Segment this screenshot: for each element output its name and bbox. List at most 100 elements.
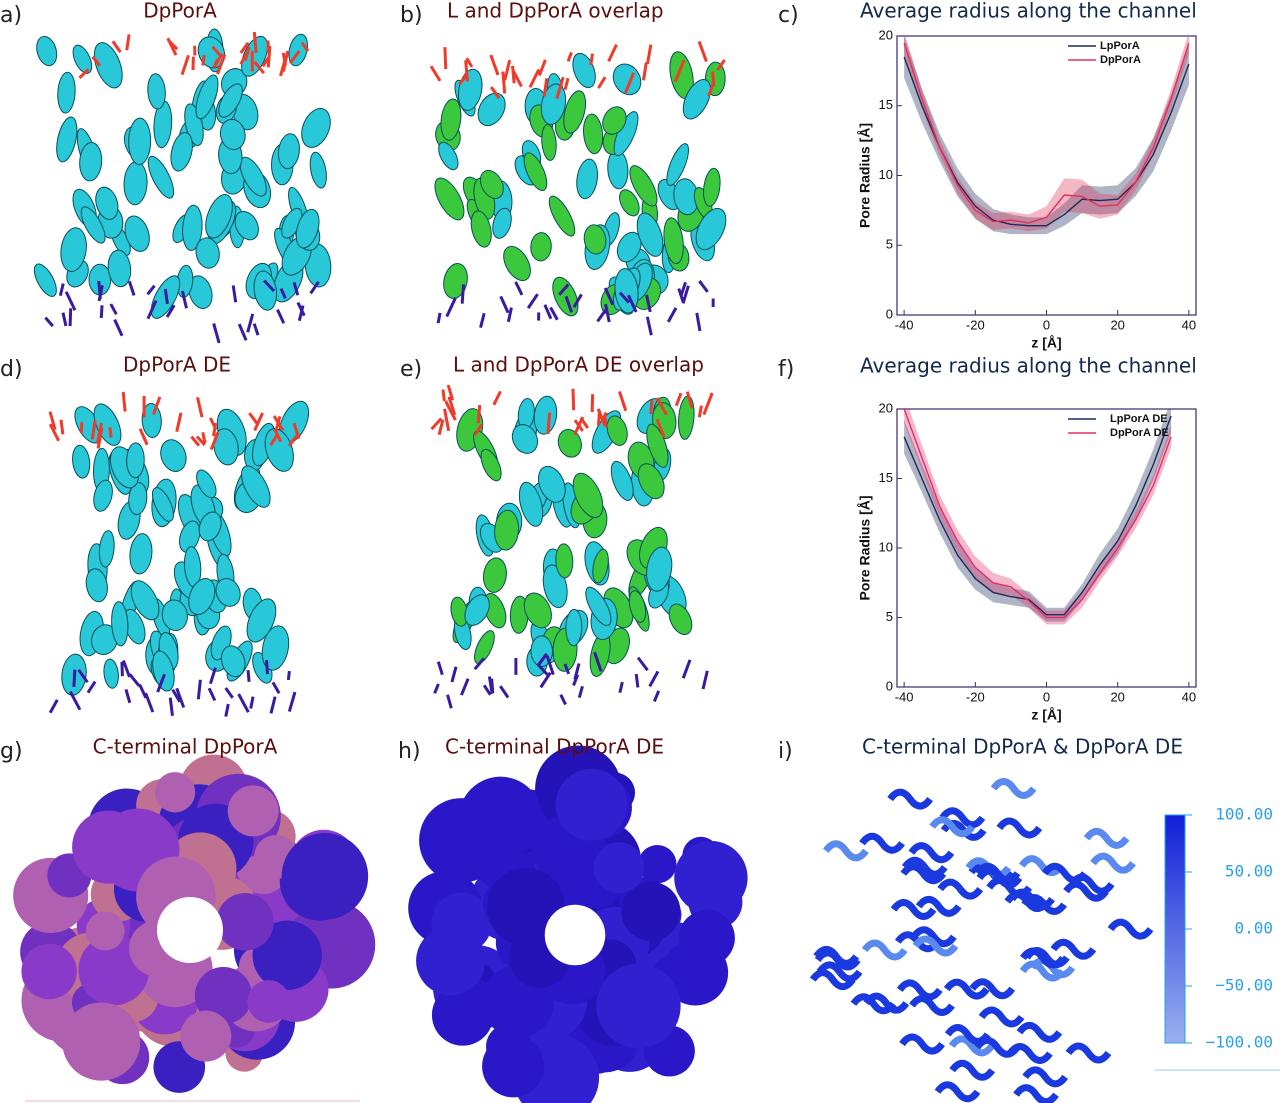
colorbar-tick-label: 100.00 <box>1215 805 1273 824</box>
side-chain <box>237 693 250 713</box>
side-chain <box>499 685 510 699</box>
side-chain <box>482 684 492 696</box>
helix <box>678 395 695 440</box>
ribbon <box>939 807 986 829</box>
helix <box>239 156 267 197</box>
panel-label: i) <box>778 739 793 764</box>
helix <box>60 227 87 272</box>
side-chain <box>125 34 131 51</box>
ribbon <box>912 935 959 957</box>
side-chain <box>564 295 573 313</box>
helix <box>530 232 552 262</box>
helix <box>213 428 239 466</box>
helix <box>220 645 246 678</box>
side-chain <box>300 41 310 52</box>
side-chain <box>648 670 660 688</box>
ribbon <box>1065 1042 1112 1064</box>
helix <box>98 530 115 568</box>
side-chain <box>603 287 615 306</box>
side-chain <box>593 651 603 672</box>
side-chain <box>479 312 486 328</box>
side-chain <box>99 305 104 319</box>
side-chain <box>276 309 286 324</box>
colorbar-tick-label: −50.00 <box>1215 976 1273 995</box>
side-chain <box>266 45 272 68</box>
helix <box>464 594 490 626</box>
side-chain <box>44 316 54 328</box>
surface <box>546 831 617 902</box>
side-chain <box>286 670 291 681</box>
helix <box>301 107 331 148</box>
side-chain <box>573 419 584 432</box>
side-chain <box>446 384 455 401</box>
colorbar-tick-label: 0.00 <box>1234 919 1273 938</box>
side-chain <box>124 688 132 704</box>
panel-label: a) <box>0 3 22 28</box>
helix <box>637 463 665 500</box>
side-chain <box>72 669 77 687</box>
x-tick-label: 0 <box>1043 317 1050 332</box>
side-chain <box>113 319 124 337</box>
ribbon <box>915 895 962 917</box>
side-chain <box>681 659 692 679</box>
side-chain <box>433 683 440 694</box>
helix <box>196 469 217 499</box>
side-chain <box>61 312 68 327</box>
side-chain <box>536 652 548 667</box>
helix <box>583 113 604 155</box>
side-chain <box>279 287 287 300</box>
helix <box>610 460 634 501</box>
side-chain <box>86 680 97 694</box>
colorbar-tick-label: −100.00 <box>1206 1033 1273 1052</box>
y-tick-label: 5 <box>886 237 893 252</box>
side-chain <box>269 434 279 447</box>
ribbon <box>974 862 1021 884</box>
side-chain <box>701 670 709 690</box>
chart-title: Average radius along the channel <box>860 354 1197 378</box>
side-chain <box>69 690 82 711</box>
helix <box>646 423 669 468</box>
side-chain <box>78 68 90 80</box>
surface <box>621 881 681 941</box>
ribbon <box>909 995 955 1016</box>
side-chain <box>209 432 220 451</box>
colorbar <box>1164 814 1186 1044</box>
side-chain <box>97 285 104 302</box>
side-chain <box>445 297 457 318</box>
ribbon <box>1090 852 1136 874</box>
side-chain <box>252 323 260 336</box>
surface <box>674 840 748 915</box>
y-tick-label: 0 <box>886 306 893 321</box>
side-chain <box>441 389 446 402</box>
legend-label: LpPorA DE <box>1110 413 1168 425</box>
side-chain <box>253 60 265 75</box>
ribbon <box>861 939 908 961</box>
side-chain <box>168 697 174 717</box>
x-tick-label: -40 <box>895 317 914 332</box>
helix <box>479 169 504 199</box>
side-chain <box>555 76 565 99</box>
side-chain <box>224 687 234 699</box>
side-chain <box>655 397 668 416</box>
helix <box>126 442 145 479</box>
helix <box>480 448 502 482</box>
side-chain <box>248 412 259 426</box>
side-chain <box>265 660 269 675</box>
helix <box>141 402 162 439</box>
side-chain <box>231 285 238 303</box>
side-chain <box>436 661 444 676</box>
x-axis-label: z [Å] <box>1031 707 1061 723</box>
surface <box>555 768 628 841</box>
side-chain <box>572 674 580 686</box>
helix <box>129 533 153 575</box>
side-chain <box>171 688 182 703</box>
helix <box>33 263 57 297</box>
helix <box>682 79 712 120</box>
side-chain <box>674 392 683 407</box>
surface <box>154 772 196 813</box>
helix <box>533 395 558 435</box>
side-chain <box>246 669 251 682</box>
side-chain <box>597 410 601 426</box>
side-chain <box>297 305 305 322</box>
side-chain <box>437 419 445 436</box>
